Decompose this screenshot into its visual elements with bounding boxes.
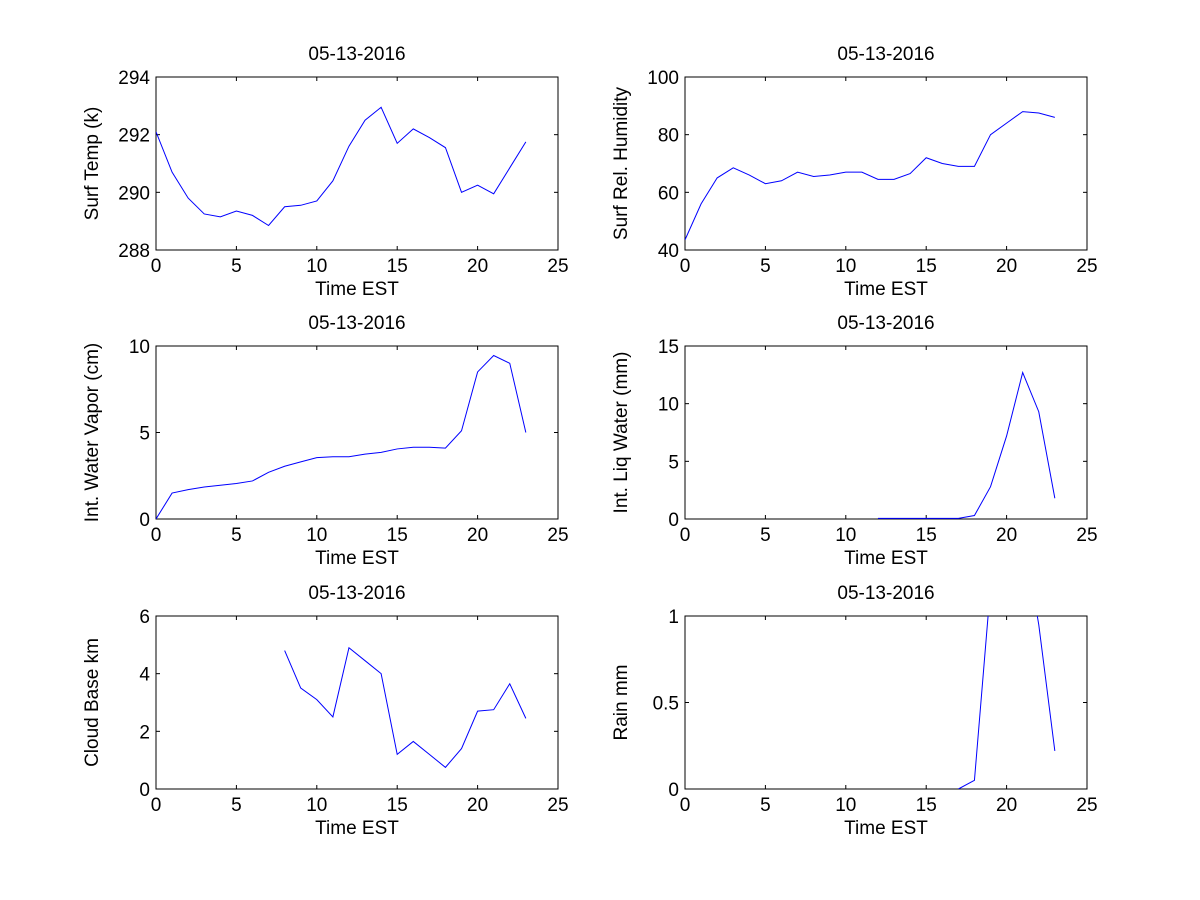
x-tick-label: 25 [1076, 256, 1097, 277]
x-tick-label: 10 [835, 256, 856, 277]
y-tick-label: 4 [139, 665, 150, 686]
x-tick-label: 20 [467, 525, 488, 546]
x-tick-label: 20 [467, 795, 488, 816]
x-tick-label: 20 [467, 256, 488, 277]
x-tick-label: 5 [231, 795, 242, 816]
x-axis-label: Time EST [315, 548, 399, 569]
x-tick-label: 15 [387, 525, 408, 546]
x-tick-label: 5 [231, 525, 242, 546]
chart-title: 05-13-2016 [837, 313, 934, 334]
x-tick-label: 5 [760, 525, 771, 546]
x-tick-label: 5 [231, 256, 242, 277]
x-tick-label: 20 [996, 525, 1017, 546]
x-tick-label: 10 [835, 525, 856, 546]
x-tick-label: 25 [547, 795, 568, 816]
data-line [877, 370, 1056, 519]
y-tick-label: 6 [139, 607, 150, 628]
x-tick-label: 0 [680, 256, 691, 277]
x-tick-label: 0 [151, 525, 162, 546]
y-tick-label: 0.5 [653, 694, 679, 715]
x-tick-label: 10 [306, 795, 327, 816]
data-line [156, 354, 527, 519]
subplot: 0 5 10 15 20 25 288 290 292 294 05-13-2016 Time EST… [82, 44, 569, 300]
data-line [284, 646, 527, 769]
axes-box [684, 345, 1088, 520]
y-tick-label: 5 [139, 424, 150, 445]
y-tick-label: 2 [139, 722, 150, 743]
x-tick-label: 0 [680, 795, 691, 816]
x-tick-label: 15 [916, 795, 937, 816]
y-tick-label: 40 [658, 241, 679, 262]
x-tick-label: 25 [1076, 795, 1097, 816]
y-tick-label: 0 [139, 510, 150, 531]
data-line [156, 106, 527, 227]
y-tick-label: 5 [668, 452, 679, 473]
y-tick-label: 80 [658, 126, 679, 147]
chart-title: 05-13-2016 [308, 583, 405, 604]
y-axis-label: Surf Temp (k) [82, 107, 103, 221]
subplot: 0 5 10 15 20 25 0 2 4 6 05-13-2016 Time EST Cloud Ba… [82, 583, 569, 839]
y-tick-label: 15 [658, 337, 679, 358]
axes-box [155, 76, 559, 251]
x-tick-label: 5 [760, 795, 771, 816]
y-tick-label: 0 [668, 510, 679, 531]
x-tick-label: 15 [387, 795, 408, 816]
x-tick-label: 10 [835, 795, 856, 816]
x-tick-label: 15 [916, 525, 937, 546]
x-tick-label: 25 [547, 525, 568, 546]
x-axis-label: Time EST [315, 818, 399, 839]
y-tick-label: 0 [139, 780, 150, 801]
x-axis-label: Time EST [844, 279, 928, 300]
y-axis-label: Surf Rel. Humidity [611, 86, 632, 240]
x-tick-label: 0 [680, 525, 691, 546]
x-axis-label: Time EST [315, 279, 399, 300]
y-axis-label: Cloud Base km [82, 638, 103, 767]
x-axis-label: Time EST [844, 548, 928, 569]
axes-box [155, 615, 559, 790]
subplot: 0 5 10 15 20 25 0 5 10 15 05-13-2016 Time EST Int. L… [611, 313, 1098, 569]
y-tick-label: 1 [668, 607, 679, 628]
chart-title: 05-13-2016 [308, 44, 405, 65]
x-tick-label: 20 [996, 795, 1017, 816]
x-tick-label: 15 [387, 256, 408, 277]
y-axis-label: Int. Water Vapor (cm) [82, 343, 103, 522]
y-axis-label: Int. Liq Water (mm) [611, 352, 632, 514]
y-tick-label: 292 [118, 126, 150, 147]
x-tick-label: 10 [306, 525, 327, 546]
x-tick-label: 15 [916, 256, 937, 277]
axes-box [684, 76, 1088, 251]
subplot: 0 5 10 15 20 25 0 5 10 05-13-2016 Time EST Int. Wat… [82, 313, 569, 569]
y-tick-label: 10 [129, 337, 150, 358]
x-tick-label: 0 [151, 795, 162, 816]
x-tick-label: 5 [760, 256, 771, 277]
x-tick-label: 25 [1076, 525, 1097, 546]
chart-title: 05-13-2016 [837, 583, 934, 604]
axes-box [684, 615, 1088, 790]
y-axis-label: Rain mm [611, 664, 632, 740]
x-tick-label: 10 [306, 256, 327, 277]
y-tick-label: 60 [658, 183, 679, 204]
x-tick-label: 20 [996, 256, 1017, 277]
x-axis-label: Time EST [844, 818, 928, 839]
y-tick-label: 288 [118, 241, 150, 262]
x-tick-label: 0 [151, 256, 162, 277]
subplot: 0 5 10 15 20 25 0 0.5 1 05-13-2016 Time EST Rain mm [611, 583, 1098, 839]
subplot: 0 5 10 15 20 25 40 60 80 100 05-13-2016 Time EST Sur… [611, 44, 1098, 300]
data-line [685, 111, 1055, 241]
chart-title: 05-13-2016 [837, 44, 934, 65]
data-line [958, 616, 1056, 789]
y-tick-label: 0 [668, 780, 679, 801]
chart-title: 05-13-2016 [308, 313, 405, 334]
y-tick-label: 294 [118, 68, 150, 89]
y-tick-label: 290 [118, 183, 150, 204]
y-tick-label: 10 [658, 395, 679, 416]
y-tick-label: 100 [647, 68, 679, 89]
x-tick-label: 25 [547, 256, 568, 277]
axes-box [155, 345, 559, 520]
